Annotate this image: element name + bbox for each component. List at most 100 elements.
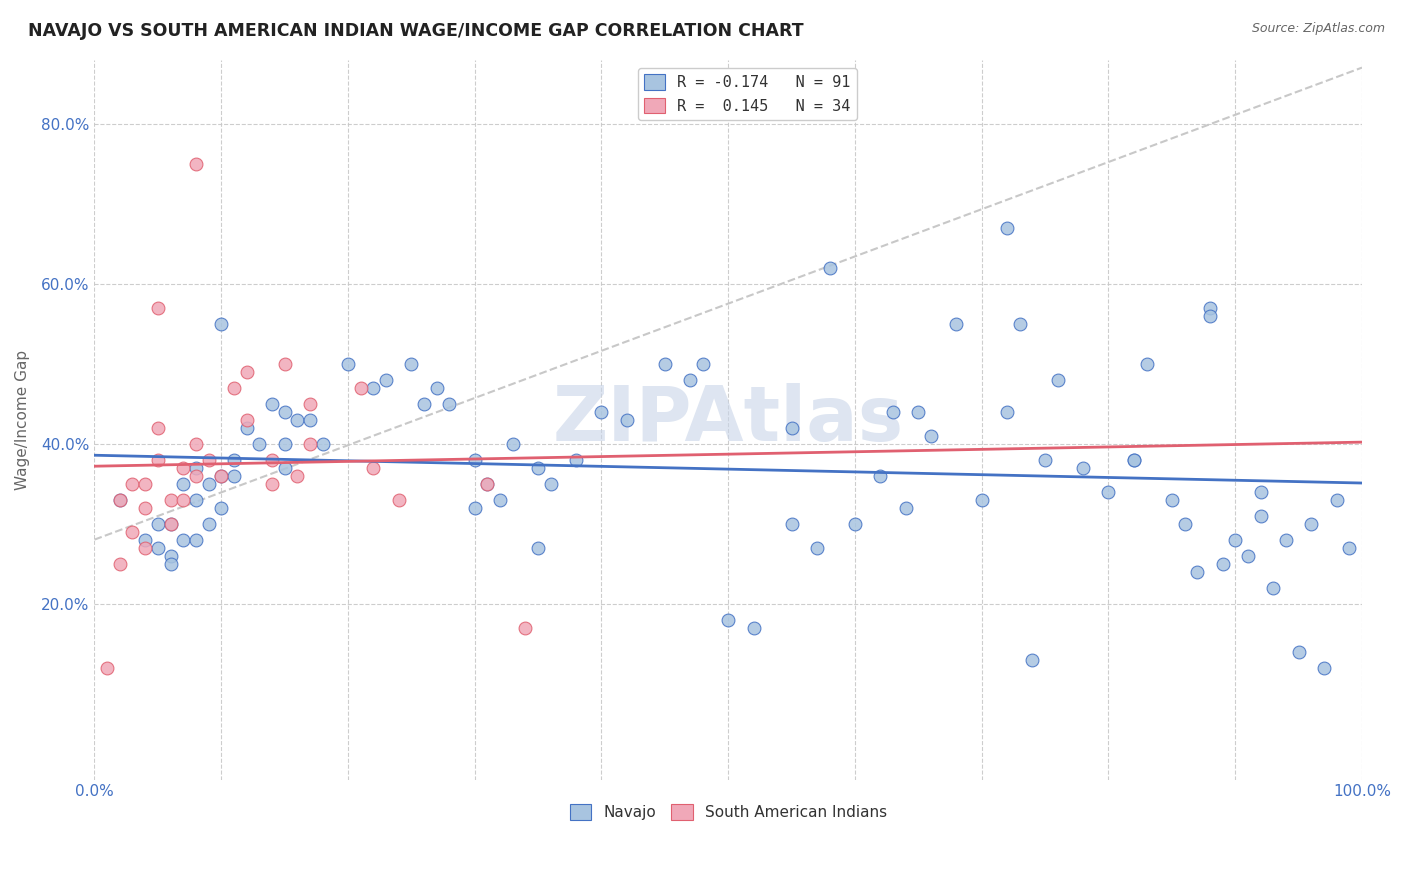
Point bbox=[742, 621, 765, 635]
Point bbox=[995, 220, 1018, 235]
Point bbox=[247, 436, 270, 450]
Point bbox=[121, 476, 143, 491]
Point bbox=[1122, 452, 1144, 467]
Point bbox=[413, 396, 436, 410]
Point bbox=[108, 492, 131, 507]
Point bbox=[1187, 565, 1209, 579]
Point bbox=[375, 373, 398, 387]
Point bbox=[717, 613, 740, 627]
Point bbox=[273, 404, 295, 418]
Point bbox=[1250, 484, 1272, 499]
Point bbox=[1097, 484, 1119, 499]
Point bbox=[184, 533, 207, 547]
Point bbox=[1135, 357, 1157, 371]
Point bbox=[1046, 373, 1069, 387]
Point bbox=[780, 420, 803, 434]
Point bbox=[515, 621, 537, 635]
Point bbox=[654, 357, 676, 371]
Point bbox=[222, 468, 245, 483]
Point bbox=[616, 412, 638, 426]
Point bbox=[209, 317, 232, 331]
Point bbox=[363, 381, 385, 395]
Point bbox=[159, 516, 181, 531]
Point bbox=[818, 260, 841, 275]
Point bbox=[1263, 581, 1285, 595]
Point bbox=[260, 476, 283, 491]
Point bbox=[209, 468, 232, 483]
Point bbox=[439, 396, 461, 410]
Point bbox=[502, 436, 524, 450]
Point bbox=[146, 541, 169, 555]
Text: NAVAJO VS SOUTH AMERICAN INDIAN WAGE/INCOME GAP CORRELATION CHART: NAVAJO VS SOUTH AMERICAN INDIAN WAGE/INC… bbox=[28, 22, 804, 40]
Point bbox=[285, 412, 308, 426]
Point bbox=[527, 460, 550, 475]
Point bbox=[1122, 452, 1144, 467]
Point bbox=[298, 396, 321, 410]
Point bbox=[298, 436, 321, 450]
Point bbox=[222, 381, 245, 395]
Point bbox=[565, 452, 588, 467]
Point bbox=[159, 549, 181, 563]
Point bbox=[184, 156, 207, 170]
Point bbox=[882, 404, 904, 418]
Point bbox=[96, 660, 118, 674]
Point bbox=[146, 516, 169, 531]
Point bbox=[591, 404, 613, 418]
Point bbox=[134, 476, 156, 491]
Point bbox=[108, 557, 131, 571]
Point bbox=[235, 365, 257, 379]
Point bbox=[285, 468, 308, 483]
Point bbox=[159, 492, 181, 507]
Point bbox=[1071, 460, 1094, 475]
Point bbox=[209, 468, 232, 483]
Point bbox=[108, 492, 131, 507]
Point bbox=[780, 516, 803, 531]
Point bbox=[1199, 309, 1222, 323]
Point bbox=[172, 460, 194, 475]
Point bbox=[197, 476, 219, 491]
Point bbox=[172, 533, 194, 547]
Legend: Navajo, South American Indians: Navajo, South American Indians bbox=[564, 797, 893, 826]
Point bbox=[146, 452, 169, 467]
Point bbox=[894, 500, 917, 515]
Point bbox=[235, 412, 257, 426]
Point bbox=[134, 541, 156, 555]
Point bbox=[1339, 541, 1361, 555]
Point bbox=[1021, 652, 1043, 666]
Point bbox=[273, 357, 295, 371]
Point bbox=[273, 460, 295, 475]
Point bbox=[350, 381, 373, 395]
Point bbox=[159, 557, 181, 571]
Point bbox=[844, 516, 866, 531]
Point bbox=[920, 428, 942, 442]
Point bbox=[172, 492, 194, 507]
Point bbox=[1160, 492, 1182, 507]
Point bbox=[1275, 533, 1298, 547]
Point bbox=[184, 492, 207, 507]
Point bbox=[1008, 317, 1031, 331]
Point bbox=[197, 516, 219, 531]
Point bbox=[260, 452, 283, 467]
Point bbox=[1237, 549, 1260, 563]
Point bbox=[527, 541, 550, 555]
Point bbox=[907, 404, 929, 418]
Point bbox=[388, 492, 411, 507]
Point bbox=[806, 541, 828, 555]
Point bbox=[336, 357, 359, 371]
Point bbox=[134, 533, 156, 547]
Point bbox=[869, 468, 891, 483]
Point bbox=[298, 412, 321, 426]
Point bbox=[540, 476, 562, 491]
Point bbox=[184, 460, 207, 475]
Point bbox=[273, 436, 295, 450]
Point bbox=[197, 452, 219, 467]
Point bbox=[1301, 516, 1323, 531]
Point bbox=[134, 500, 156, 515]
Point bbox=[464, 500, 486, 515]
Point bbox=[146, 420, 169, 434]
Point bbox=[995, 404, 1018, 418]
Point bbox=[1313, 660, 1336, 674]
Point bbox=[1212, 557, 1234, 571]
Text: Source: ZipAtlas.com: Source: ZipAtlas.com bbox=[1251, 22, 1385, 36]
Point bbox=[945, 317, 967, 331]
